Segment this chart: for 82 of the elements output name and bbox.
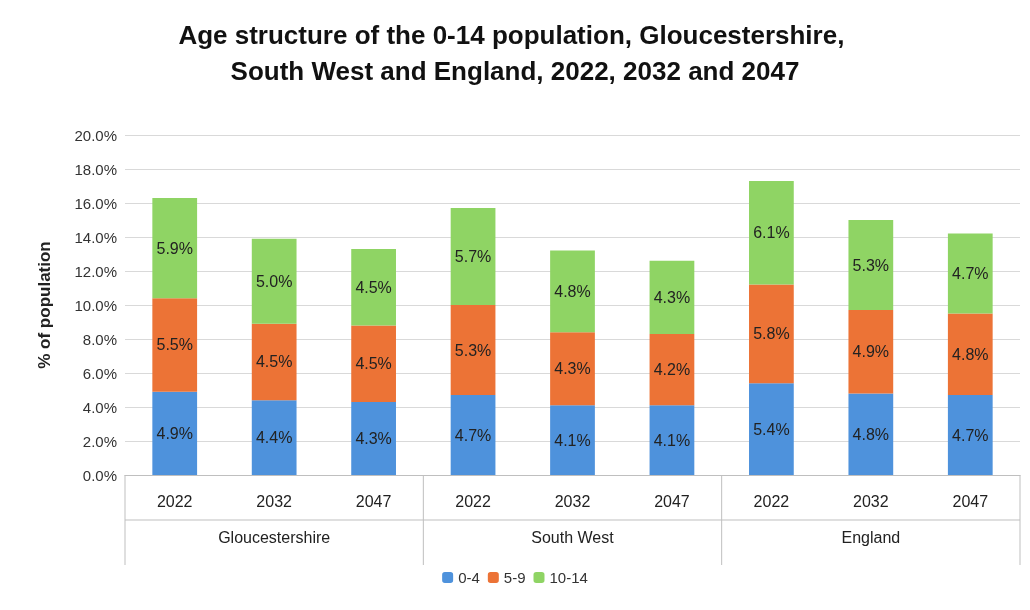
x-tick-label: 2022 bbox=[455, 492, 491, 510]
data-label: 4.8% bbox=[952, 345, 989, 363]
data-label: 4.3% bbox=[653, 288, 691, 306]
bar bbox=[947, 395, 993, 475]
bar bbox=[351, 325, 396, 402]
text: England bbox=[841, 528, 901, 546]
bar bbox=[550, 332, 595, 406]
legend-label: 5-9 bbox=[503, 569, 526, 586]
data-label: 5.8% bbox=[753, 325, 790, 343]
bar bbox=[848, 393, 894, 475]
bar bbox=[450, 305, 496, 396]
data-label: 5.7% bbox=[454, 248, 492, 266]
x-tick-label: 2022 bbox=[156, 492, 193, 510]
data-label: 5.5% bbox=[156, 336, 193, 354]
bar bbox=[649, 405, 695, 475]
y-axis-title: % of population bbox=[35, 241, 54, 369]
legend-label: 0-4 bbox=[458, 569, 480, 586]
bar bbox=[550, 250, 595, 333]
y-tick-label: 10.0% bbox=[74, 296, 117, 314]
y-tick-label: 6.0% bbox=[82, 364, 117, 382]
data-label: 4.2% bbox=[653, 361, 691, 379]
y-tick-label: 4.0% bbox=[82, 398, 117, 416]
data-label: 4.8% bbox=[852, 425, 890, 443]
data-label: 4.1% bbox=[653, 431, 691, 449]
bar bbox=[947, 233, 993, 314]
bar bbox=[848, 310, 894, 394]
bar bbox=[351, 401, 396, 475]
bar bbox=[152, 391, 198, 475]
data-label: 4.7% bbox=[454, 426, 492, 444]
bar bbox=[749, 284, 794, 384]
y-tick-label: 18.0% bbox=[74, 160, 117, 178]
y-tick-label: 16.0% bbox=[74, 194, 117, 212]
data-label: 4.9% bbox=[156, 424, 193, 442]
data-label: 6.1% bbox=[753, 224, 790, 242]
x-tick-label: 2047 bbox=[654, 492, 690, 510]
y-tick-label: 2.0% bbox=[82, 432, 117, 450]
legend-label: 10-14 bbox=[549, 569, 588, 586]
bar bbox=[351, 248, 396, 326]
data-label: 4.3% bbox=[554, 360, 591, 378]
data-label: 5.3% bbox=[454, 341, 492, 359]
y-tick-label: 20.0% bbox=[74, 126, 117, 144]
data-label: 4.1% bbox=[554, 431, 591, 449]
data-label: 4.3% bbox=[355, 429, 392, 447]
bar bbox=[450, 208, 496, 305]
y-tick-label: 8.0% bbox=[82, 330, 117, 348]
x-tick-label: 2022 bbox=[753, 492, 790, 510]
data-label: 5.9% bbox=[156, 239, 193, 257]
bar bbox=[152, 197, 198, 299]
x-tick-label: 2047 bbox=[355, 492, 392, 510]
x-tick-label: 2032 bbox=[256, 492, 293, 510]
text: South West bbox=[531, 528, 615, 546]
data-label: 4.5% bbox=[255, 353, 293, 371]
data-label: 4.5% bbox=[355, 278, 392, 296]
bar bbox=[450, 395, 496, 475]
bar bbox=[848, 220, 894, 311]
chart-title: Age structure of the 0-14 population, Gloucestershire, South West and England, 2022, 2032 and 2047 bbox=[178, 20, 852, 86]
bar bbox=[749, 383, 794, 475]
bar bbox=[251, 238, 297, 324]
data-label: 5.3% bbox=[852, 256, 890, 274]
y-tick-label: 14.0% bbox=[74, 228, 117, 246]
data-label: 4.9% bbox=[852, 343, 890, 361]
y-tick-label: 0.0% bbox=[82, 466, 117, 484]
data-label: 5.0% bbox=[255, 272, 293, 290]
bar bbox=[649, 333, 695, 406]
data-label: 4.4% bbox=[255, 429, 293, 447]
bar bbox=[749, 180, 794, 285]
bar bbox=[947, 313, 993, 396]
bar bbox=[152, 298, 198, 392]
text: Gloucestershire bbox=[218, 528, 331, 546]
y-tick-label: 12.0% bbox=[74, 262, 117, 280]
data-label: 4.7% bbox=[952, 265, 989, 283]
bar bbox=[550, 405, 595, 475]
x-tick-label: 2032 bbox=[853, 492, 889, 510]
data-label: 4.8% bbox=[554, 282, 591, 300]
data-label: 5.4% bbox=[753, 420, 790, 438]
data-label: 4.5% bbox=[355, 355, 392, 373]
x-tick-label: 2032 bbox=[554, 492, 591, 510]
bar bbox=[251, 323, 297, 401]
data-label: 4.7% bbox=[952, 426, 989, 444]
bar bbox=[649, 260, 695, 334]
x-tick-label: 2047 bbox=[952, 492, 989, 510]
bar bbox=[251, 400, 297, 475]
